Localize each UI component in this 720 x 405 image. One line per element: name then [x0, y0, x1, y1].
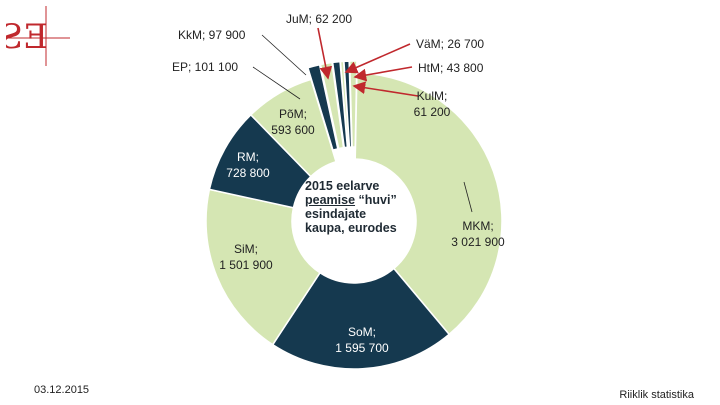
svg-text:ES: ES	[6, 17, 48, 57]
chart-title-line-4: esindajate	[305, 207, 367, 221]
leader-line-mkm	[463, 181, 473, 213]
leader-line-kkm	[261, 34, 307, 76]
leader-line-ep	[252, 66, 301, 100]
slice-label-jum: JuM; 62 200	[286, 12, 352, 26]
slice-label-kulm: KulM; 61 200	[414, 89, 451, 119]
leader-line-väm	[344, 43, 411, 74]
chart-title: 2015 eelarve peamise “huvi” esindajate k…	[305, 179, 425, 235]
chart-title-line-2: peamise	[305, 193, 356, 207]
slice-label-ep: EP; 101 100	[172, 60, 238, 74]
slice-mkm	[354, 72, 503, 336]
leader-line-jum	[317, 27, 333, 80]
chart-title-line-1: 2015 eelarve	[305, 179, 380, 193]
logo-mark: ES	[0, 6, 70, 66]
logo: ES	[0, 6, 70, 66]
footer-source: Riiklik statistika	[619, 389, 694, 401]
leader-line-htm	[353, 66, 413, 82]
chart-title-line-3: “huvi”	[358, 193, 397, 207]
slice-label-sim: SiM; 1 501 900	[219, 242, 273, 272]
slice-sim	[205, 188, 321, 346]
leader-line-kulm	[352, 81, 419, 97]
chart-title-line-5: kaupa, eurodes	[305, 221, 397, 235]
slice-label-htm: HtM; 43 800	[418, 61, 484, 75]
slice-label-mkm: MKM; 3 021 900	[451, 219, 505, 249]
slice-label-rm: RM; 728 800	[226, 150, 270, 180]
slice-som	[271, 267, 451, 370]
footer-date: 03.12.2015	[34, 384, 90, 396]
slice-label-som: SoM; 1 595 700	[335, 325, 389, 355]
slice-ep	[307, 63, 339, 152]
slice-label-kkm: KkM; 97 900	[178, 28, 246, 42]
slice-label-väm: VäM; 26 700	[416, 37, 484, 51]
slice-label-põm: PõM; 593 600	[271, 107, 315, 137]
slice-kkm	[319, 61, 345, 150]
